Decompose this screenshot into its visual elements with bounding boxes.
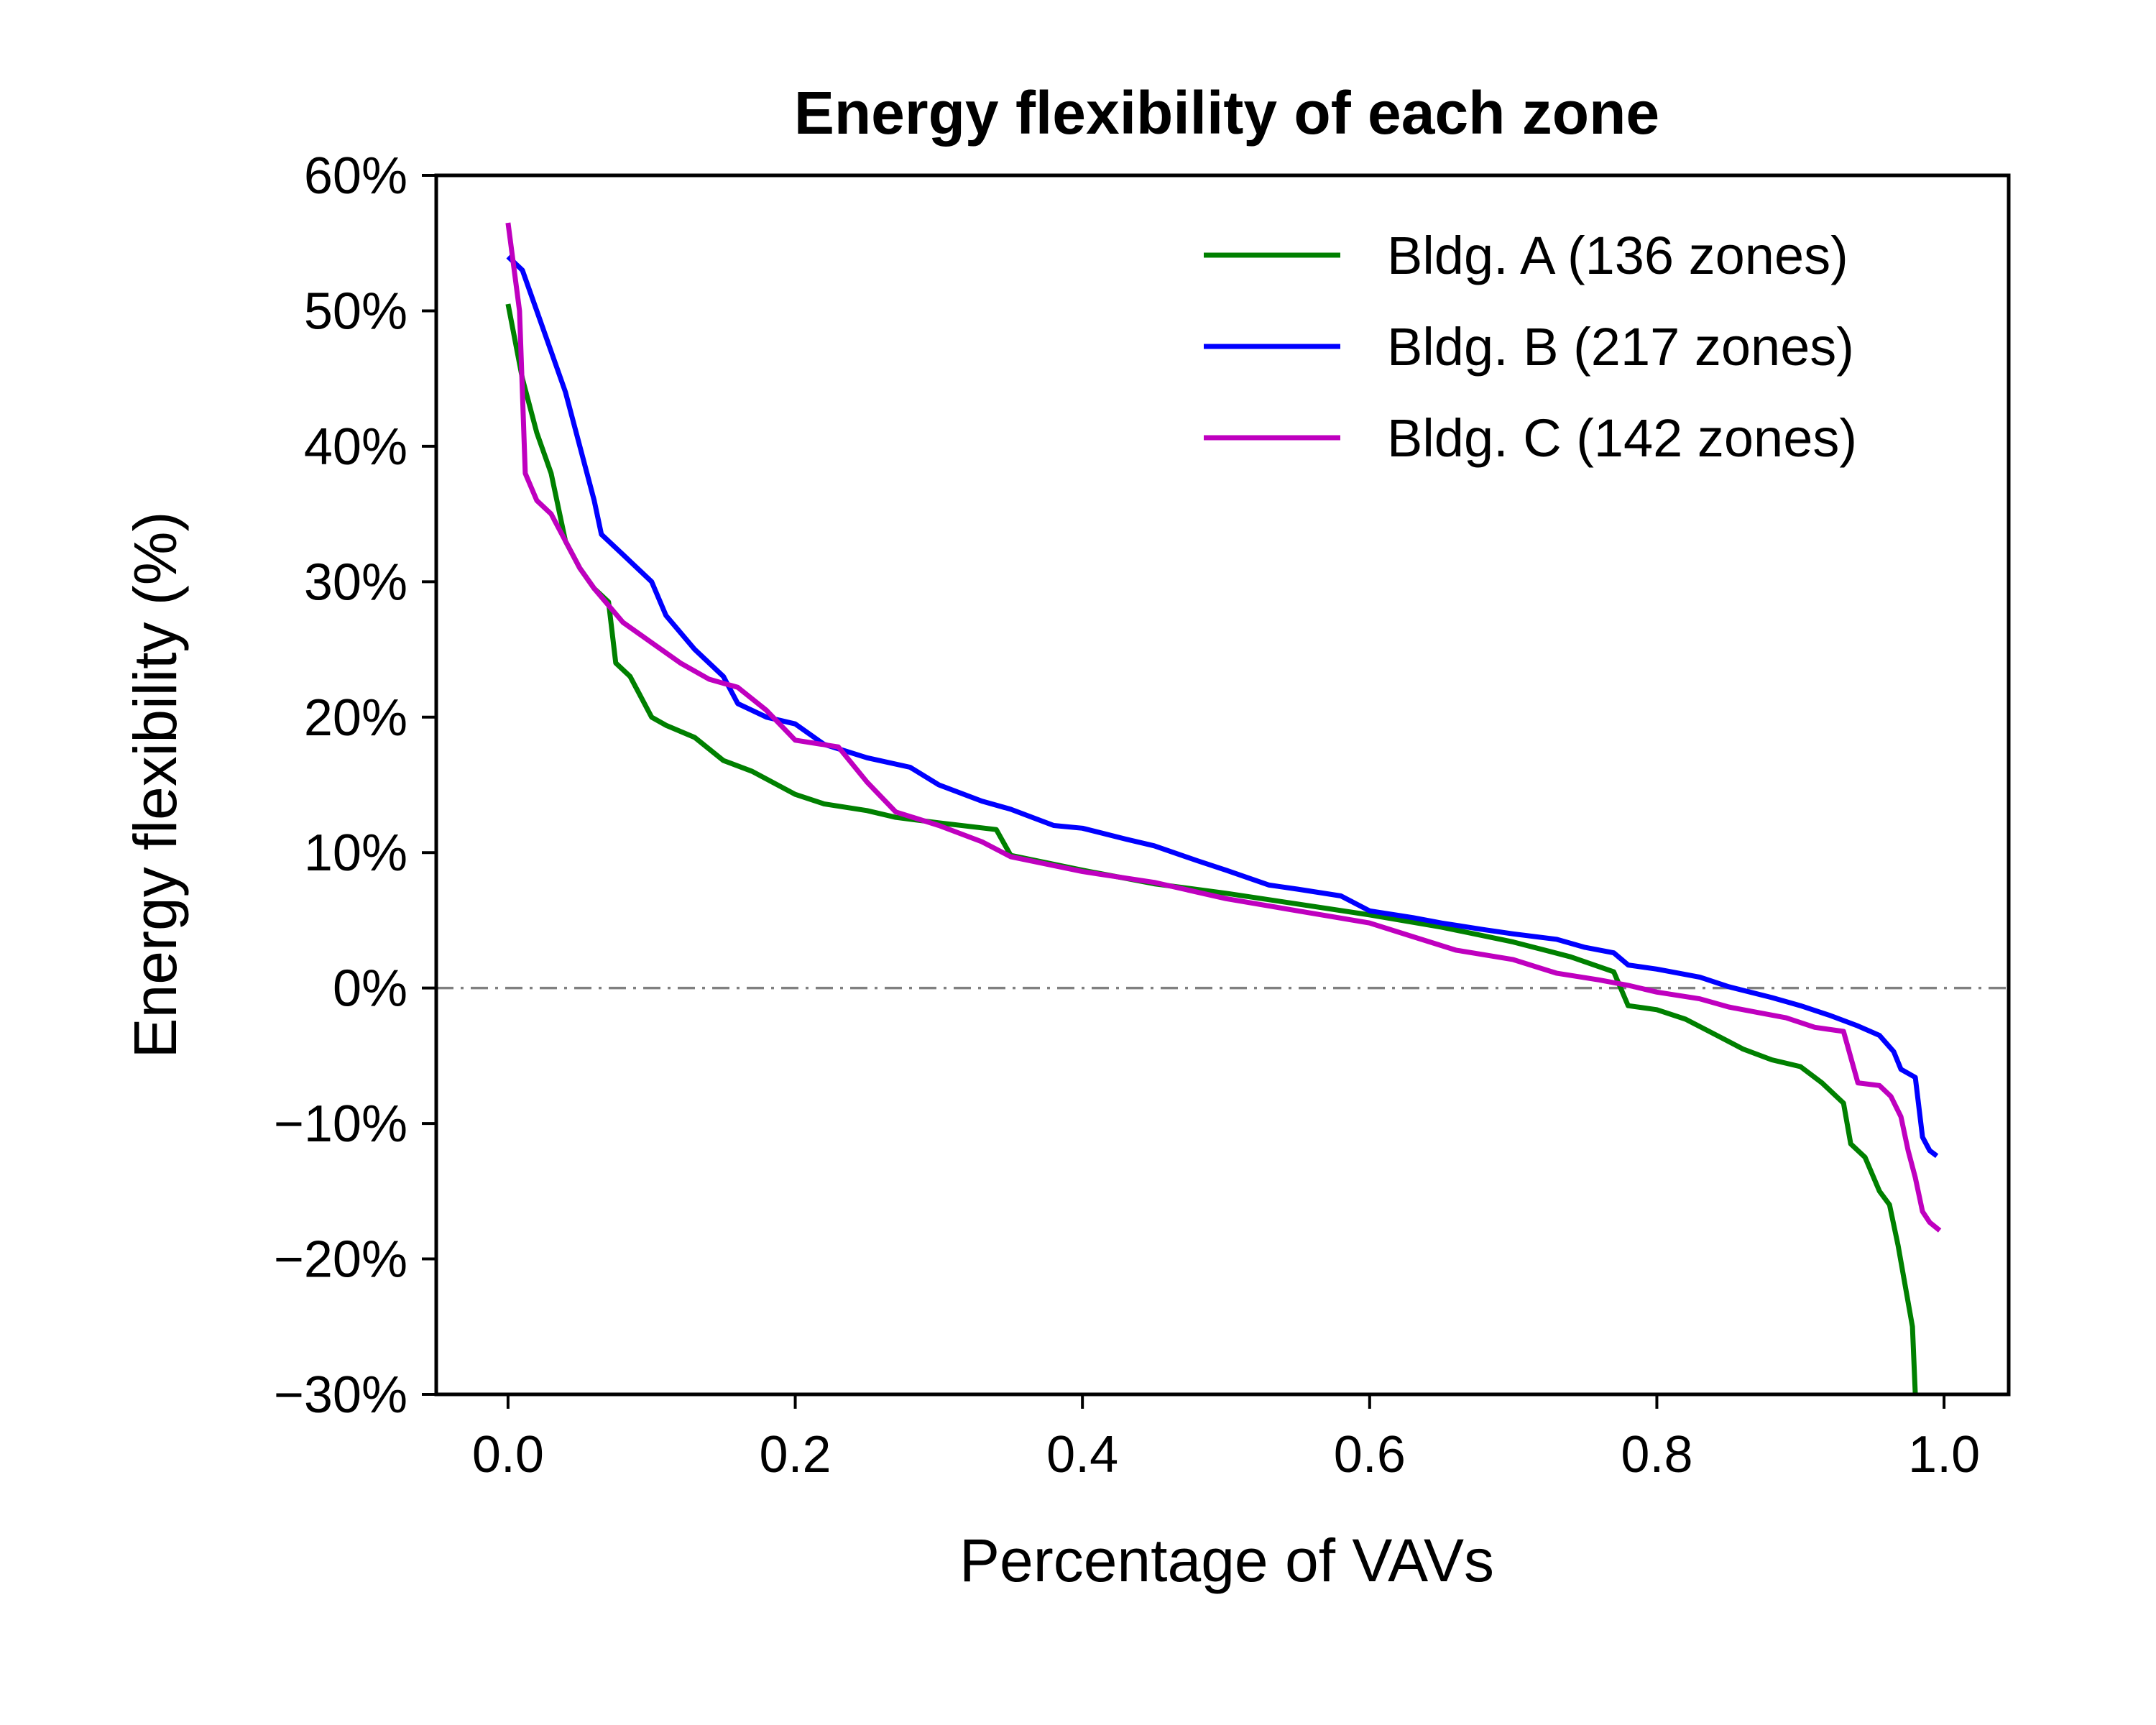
x-axis-label: Percentage of VAVs [959,1527,1494,1594]
y-tick-label: 40% [304,418,407,476]
y-tick-label: −30% [274,1366,407,1424]
legend: Bldg. A (136 zones) Bldg. B (217 zones) Bl… [1204,226,1857,468]
legend-label-b: Bldg. B (217 zones) [1387,317,1854,377]
series-line-c [505,222,1942,1233]
x-tick-label: 0.0 [472,1426,544,1484]
x-tick-label: 0.8 [1621,1426,1692,1484]
x-tick-label: 0.2 [759,1426,831,1484]
x-tick-label: 0.4 [1046,1426,1118,1484]
y-tick-label: 20% [304,689,407,747]
series-line-b [506,254,1939,1159]
series-layer [505,222,1942,1395]
x-tick-label: 0.6 [1334,1426,1406,1484]
y-tick-label: 50% [304,282,407,340]
chart-title: Energy flexibility of each zone [794,79,1659,147]
y-axis-label: Energy flexibility (%) [121,512,189,1059]
y-tick-label: −20% [274,1231,407,1289]
plot-frame [434,173,2011,1397]
y-tick-label: 0% [333,960,407,1018]
x-axis-ticks: 0.0 0.2 0.4 0.6 0.8 1.0 [472,1394,1980,1484]
y-tick-label: 60% [304,147,407,205]
x-tick-label: 1.0 [1908,1426,1980,1484]
legend-label-a: Bldg. A (136 zones) [1387,226,1848,285]
plot-area [434,173,2011,1397]
y-tick-label: −10% [274,1095,407,1153]
y-axis-ticks: 60% 50% 40% 30% 20% 10% 0% −10% −20% −30% [274,147,436,1424]
y-tick-label: 30% [304,553,407,611]
y-tick-label: 10% [304,824,407,882]
legend-label-c: Bldg. C (142 zones) [1387,408,1857,468]
